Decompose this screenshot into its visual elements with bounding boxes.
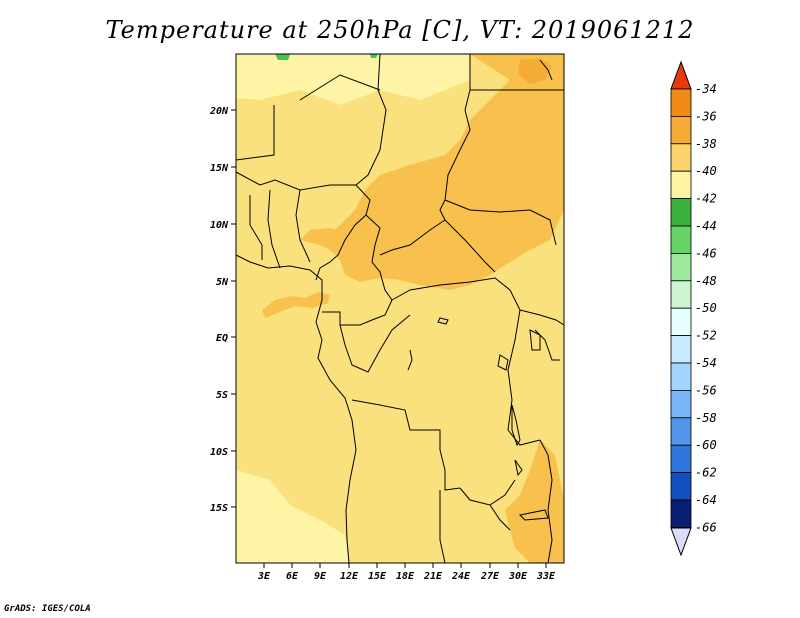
colorbar-label: -42 xyxy=(695,192,717,206)
colorbar-box xyxy=(670,88,692,117)
lon-tick-label: 15E xyxy=(368,571,387,582)
lon-tick-label: 33E xyxy=(536,571,556,582)
colorbar-label: -52 xyxy=(695,329,717,343)
colorbar-box xyxy=(670,307,692,337)
colorbar-label: -54 xyxy=(695,356,717,370)
lon-axis: 3E 6E 9E 12E 15E 18E 21E 24E 27E 30E 33E xyxy=(257,563,556,582)
lat-tick-label: 10S xyxy=(210,447,228,458)
colorbar-box xyxy=(670,417,692,446)
field-pale-southwest xyxy=(236,470,350,563)
lon-tick-label: 27E xyxy=(480,571,500,582)
colorbar-box xyxy=(670,335,692,364)
lon-tick-label: 18E xyxy=(396,571,415,582)
colorbar-label: -38 xyxy=(695,137,717,151)
lon-tick-label: 24E xyxy=(451,571,471,582)
colorbar-box xyxy=(670,444,692,474)
colorbar-label: -64 xyxy=(695,493,717,507)
field-green-patch-1 xyxy=(275,54,290,60)
lon-tick-label: 12E xyxy=(340,571,359,582)
colorbar-label: -62 xyxy=(695,466,717,480)
colorbar-label: -36 xyxy=(695,109,717,123)
lon-tick-label: 6E xyxy=(286,571,299,582)
colorbar-box xyxy=(670,280,692,309)
colorbar-label: -46 xyxy=(695,246,717,260)
colorbar-box xyxy=(670,143,692,172)
colorbar-label: -50 xyxy=(695,301,717,315)
lat-tick-label: 15S xyxy=(210,503,228,514)
colorbar-box xyxy=(670,252,692,282)
colorbar-box xyxy=(670,472,692,501)
lon-tick-label: 9E xyxy=(314,571,327,582)
colorbar-label: -40 xyxy=(695,164,717,178)
lat-tick-label: 5S xyxy=(216,390,228,401)
colorbar-label: -56 xyxy=(695,383,717,397)
colorbar-label: -58 xyxy=(695,411,717,425)
lat-tick-label: EQ xyxy=(216,333,228,344)
lat-tick-label: 10N xyxy=(210,220,229,231)
colorbar-boxes xyxy=(670,88,692,528)
field-green-patch-2 xyxy=(370,54,378,58)
map-frame xyxy=(235,53,565,564)
colorbar-top-arrow xyxy=(670,60,692,90)
borders xyxy=(235,53,565,564)
colorbar-labels: -34 -36 -38 -40 -42 -44 -46 -48 -50 -52 -54 -56 -58 -… xyxy=(695,82,717,534)
colorbar-box xyxy=(670,170,692,199)
colorbar-bottom-arrow xyxy=(670,527,692,557)
lon-tick-label: 30E xyxy=(508,571,528,582)
colorbar-label: -66 xyxy=(695,520,717,534)
map-title: Temperature at 250hPa [C], VT: 201906121… xyxy=(105,16,695,44)
colorbar-label: -34 xyxy=(695,82,717,96)
field-orange-southeast xyxy=(505,440,564,563)
colorbar-box xyxy=(670,362,692,391)
field-orange-gulf xyxy=(262,292,330,318)
colorbar-box xyxy=(670,198,692,227)
colorbar-box xyxy=(670,389,692,419)
colorbar-label: -60 xyxy=(695,438,717,452)
colorbar: -34 -36 -38 -40 -42 -44 -46 -48 -50 -52 -54 -56 -58 -… xyxy=(670,60,717,557)
field-orange-sahel-west xyxy=(300,228,345,245)
colorbar-box xyxy=(670,499,692,528)
grads-credit: GrADS: IGES/COLA xyxy=(4,604,91,614)
lat-axis: 20N 15N 10N 5N EQ 5S 10S 15S xyxy=(209,106,236,514)
lat-tick-label: 5N xyxy=(216,277,229,288)
lon-tick-label: 21E xyxy=(423,571,443,582)
colorbar-box xyxy=(670,116,692,145)
field-orange-east xyxy=(320,54,564,290)
colorbar-label: -48 xyxy=(695,274,717,288)
colorbar-label: -44 xyxy=(695,219,717,233)
lat-tick-label: 15N xyxy=(210,163,229,174)
colorbar-box xyxy=(670,225,692,254)
lat-tick-label: 20N xyxy=(209,106,229,117)
lon-tick-label: 3E xyxy=(257,571,271,582)
